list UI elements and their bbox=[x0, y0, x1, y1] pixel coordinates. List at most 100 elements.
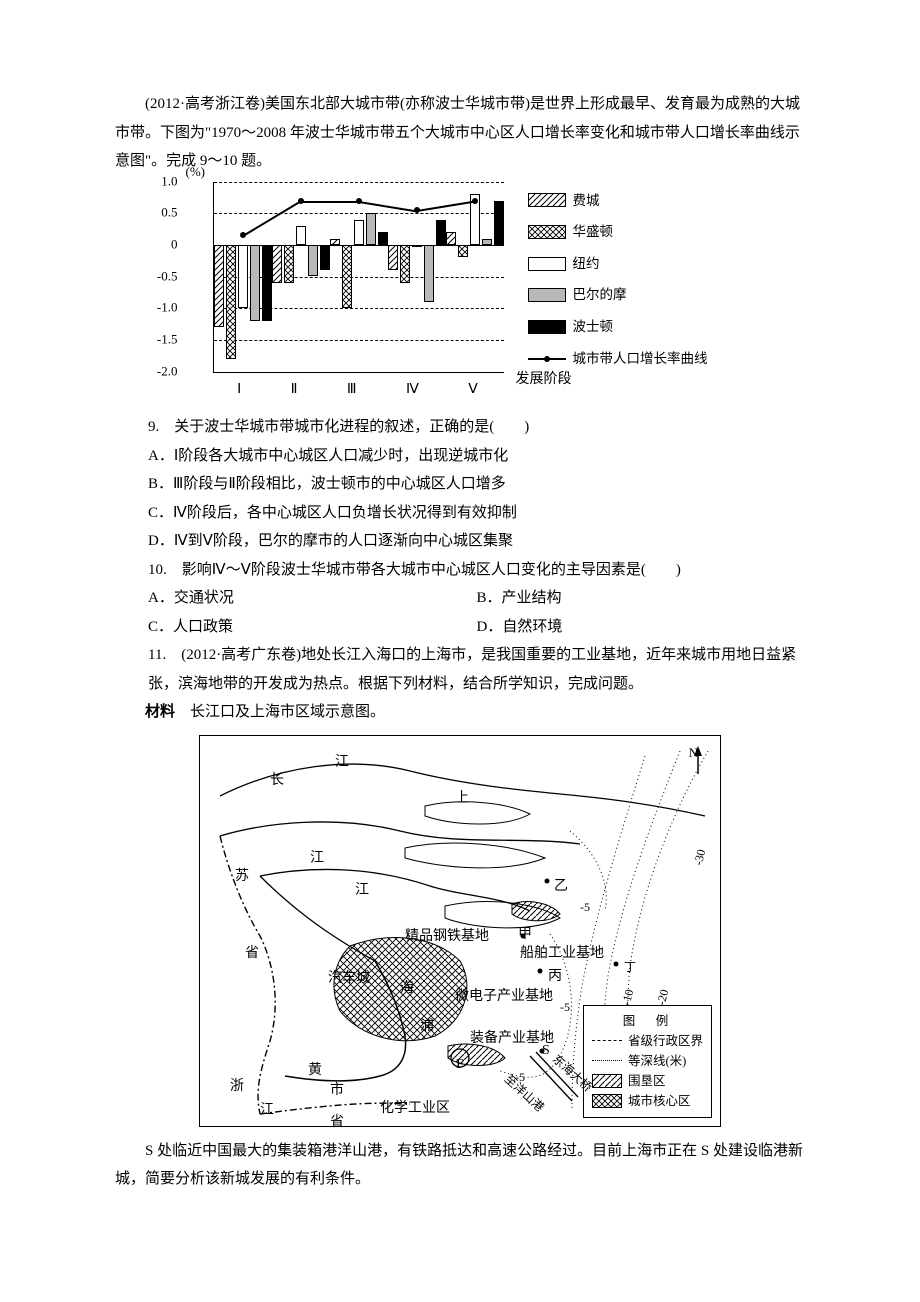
chart-line-segment bbox=[242, 201, 301, 238]
map-label: 省 bbox=[245, 941, 259, 968]
map-label: 江 bbox=[355, 878, 369, 905]
map-legend-row: 围垦区 bbox=[592, 1071, 703, 1091]
chart-bar bbox=[354, 220, 364, 245]
chart-bar bbox=[400, 245, 410, 283]
map-label: 微电子产业基地 bbox=[455, 984, 553, 1011]
chart-x-axis-title: 发展阶段 bbox=[516, 367, 572, 394]
chart-line-segment bbox=[416, 201, 474, 212]
legend-label: 华盛顿 bbox=[573, 219, 614, 245]
chart-figure: (%)1.00.50-0.5-1.0-1.5-2.0发展阶段 Ⅰ Ⅱ Ⅲ Ⅳ Ⅴ 费城华… bbox=[115, 182, 805, 404]
legend-label: 城市带人口增长率曲线 bbox=[573, 346, 708, 372]
chart-x-label: Ⅱ bbox=[291, 377, 298, 404]
map-legend-label: 城市核心区 bbox=[628, 1091, 691, 1111]
closing-paragraph: S 处临近中国最大的集装箱港洋山港，有铁路抵达和高速公路经过。目前上海市正在 S… bbox=[115, 1137, 805, 1194]
map-label: F bbox=[456, 1052, 464, 1079]
chart-bar bbox=[412, 245, 422, 247]
q9-stem: 9. 关于波士华城市带城市化进程的叙述，正确的是( ) bbox=[148, 413, 805, 442]
chart-plot-area: (%)1.00.50-0.5-1.0-1.5-2.0发展阶段 bbox=[213, 182, 504, 373]
chart-bar bbox=[342, 245, 352, 308]
map-legend-label: 围垦区 bbox=[628, 1071, 666, 1091]
map-label: 黄 bbox=[308, 1058, 322, 1085]
chart-legend: 费城华盛顿纽约巴尔的摩波士顿城市带人口增长率曲线 bbox=[528, 182, 708, 378]
chart-y-label: -0.5 bbox=[157, 264, 178, 289]
chart-bar bbox=[250, 245, 260, 321]
q10-opt-a: A．交通状况 bbox=[148, 584, 477, 613]
q9-opt-c: C．Ⅳ阶段后，各中心城区人口负增长状况得到有效抑制 bbox=[148, 499, 805, 528]
chart-line-point bbox=[298, 198, 304, 204]
chart-bar bbox=[446, 232, 456, 245]
chart-bar bbox=[330, 239, 340, 245]
chart-bar bbox=[366, 213, 376, 245]
map-area: N 图 例 省级行政区界等深线(米)围垦区城市核心区 江长苏省江上江乙甲精品钢铁… bbox=[199, 735, 721, 1127]
chart-bar bbox=[320, 245, 330, 270]
chart-x-label: Ⅲ bbox=[347, 377, 357, 404]
chart-bar bbox=[378, 232, 388, 245]
chart-y-label: -1.5 bbox=[157, 327, 178, 352]
chart-x-labels: Ⅰ Ⅱ Ⅲ Ⅳ Ⅴ bbox=[213, 377, 503, 404]
map-point-icon bbox=[614, 961, 619, 966]
map-label: 苏 bbox=[235, 864, 249, 891]
map-label: 长 bbox=[270, 768, 284, 795]
legend-swatch-icon bbox=[528, 225, 566, 239]
map-label: -5 bbox=[580, 896, 590, 919]
chart-x-label: Ⅳ bbox=[406, 377, 419, 404]
chart-bar bbox=[226, 245, 236, 359]
chart-bar bbox=[272, 245, 282, 283]
chart-line-segment bbox=[358, 201, 416, 212]
q11-material-label: 材料 bbox=[145, 704, 175, 720]
legend-line-icon bbox=[528, 358, 566, 360]
map-label: 化学工业区 bbox=[380, 1096, 450, 1123]
map-legend-row: 等深线(米) bbox=[592, 1051, 703, 1071]
chart-line-point bbox=[472, 198, 478, 204]
map-point-icon bbox=[538, 968, 543, 973]
legend-row: 巴尔的摩 bbox=[528, 282, 708, 308]
legend-swatch-icon bbox=[528, 288, 566, 302]
chart-y-label: -2.0 bbox=[157, 359, 178, 384]
chart-x-label: Ⅴ bbox=[468, 377, 478, 404]
q11-stem: 11. (2012·高考广东卷)地处长江入海口的上海市，是我国重要的工业基地，近… bbox=[148, 641, 805, 698]
map-label: 省 bbox=[330, 1110, 344, 1137]
chart-bar bbox=[284, 245, 294, 283]
chart-line-segment bbox=[301, 201, 359, 203]
chart-x-label: Ⅰ bbox=[237, 377, 241, 404]
map-legend-swatch-icon bbox=[592, 1060, 622, 1061]
chart-unit-label: (%) bbox=[186, 160, 206, 185]
chart-bar bbox=[388, 245, 398, 270]
map-label: 海 bbox=[400, 976, 414, 1003]
map-label: 上 bbox=[455, 786, 469, 813]
legend-swatch-icon bbox=[528, 320, 566, 334]
map-label: 丁 bbox=[624, 956, 636, 979]
chart-bar bbox=[436, 220, 446, 245]
map-label: -5 bbox=[515, 1066, 525, 1089]
map-legend-label: 省级行政区界 bbox=[628, 1031, 703, 1051]
map-point-icon bbox=[545, 878, 550, 883]
chart-line-point bbox=[414, 207, 420, 213]
map-figure: N 图 例 省级行政区界等深线(米)围垦区城市核心区 江长苏省江上江乙甲精品钢铁… bbox=[115, 735, 805, 1127]
intro-paragraph: (2012·高考浙江卷)美国东北部大城市带(亦称波士华城市带)是世界上形成最早、… bbox=[115, 90, 805, 176]
map-label: S bbox=[542, 1038, 550, 1065]
map-label: -5 bbox=[560, 996, 570, 1019]
chart-bar bbox=[482, 239, 492, 245]
chart-line-point bbox=[240, 232, 246, 238]
q10-stem: 10. 影响Ⅳ～Ⅴ阶段波士华城市带各大城市中心城区人口变化的主导因素是( ) bbox=[148, 556, 805, 585]
map-legend-title: 图 例 bbox=[592, 1011, 703, 1031]
q10-opt-b: B．产业结构 bbox=[477, 584, 806, 613]
chart-bar bbox=[296, 226, 306, 245]
map-legend-swatch-icon bbox=[592, 1094, 622, 1108]
map-legend-row: 城市核心区 bbox=[592, 1091, 703, 1111]
q9-opt-a: A．Ⅰ阶段各大城市中心城区人口减少时，出现逆城市化 bbox=[148, 442, 805, 471]
chart-bar bbox=[238, 245, 248, 308]
legend-row: 费城 bbox=[528, 188, 708, 214]
map-legend-label: 等深线(米) bbox=[628, 1051, 686, 1071]
legend-label: 巴尔的摩 bbox=[573, 282, 627, 308]
chart-y-label: -1.0 bbox=[157, 296, 178, 321]
chart-bar bbox=[458, 245, 468, 258]
q11-material: 材料 长江口及上海市区域示意图。 bbox=[115, 698, 805, 727]
chart-line-point bbox=[356, 198, 362, 204]
map-label: 市 bbox=[330, 1078, 344, 1105]
map-label: 乙 bbox=[554, 874, 568, 901]
legend-label: 纽约 bbox=[573, 251, 600, 277]
q9-opt-d: D．Ⅳ到Ⅴ阶段，巴尔的摩市的人口逐渐向中心城区集聚 bbox=[148, 527, 805, 556]
map-legend-row: 省级行政区界 bbox=[592, 1031, 703, 1051]
map-label: 江 bbox=[310, 846, 324, 873]
